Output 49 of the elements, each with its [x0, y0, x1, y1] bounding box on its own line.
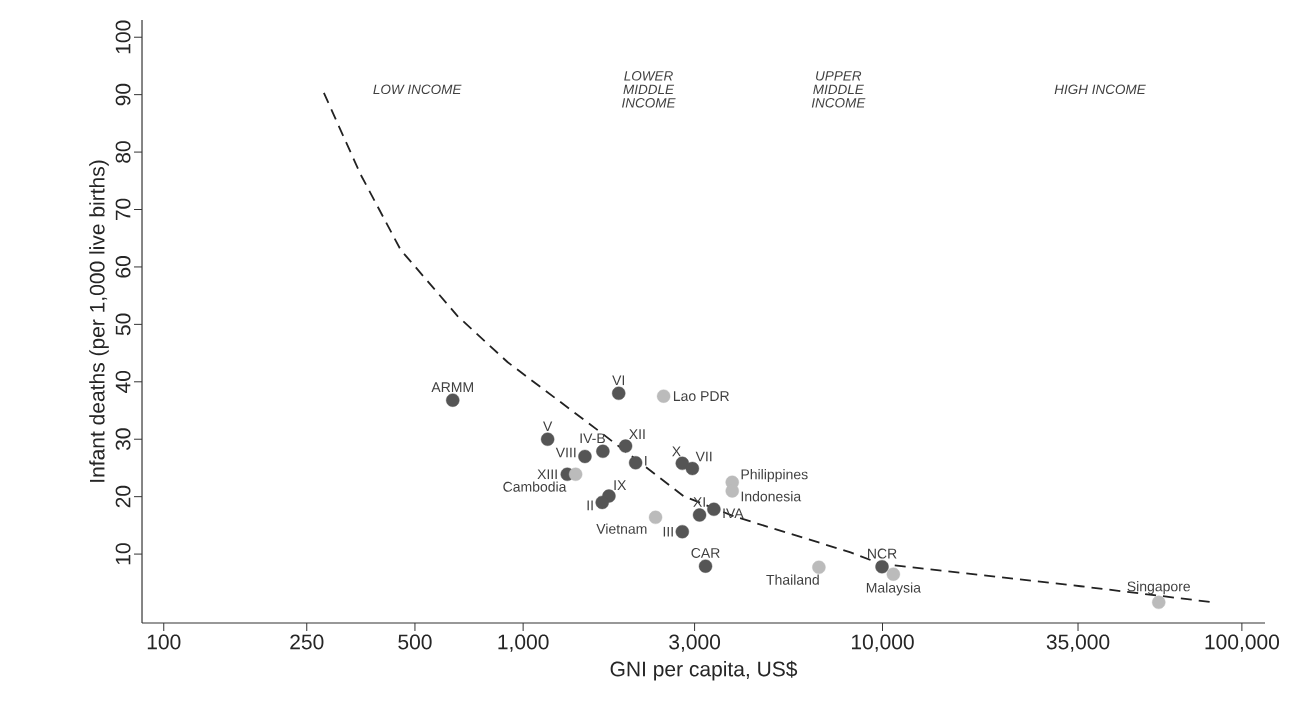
y-tick-label: 70 [115, 198, 131, 221]
annotation: Lao PDR [673, 391, 729, 402]
x-tick-label: 250 [290, 634, 324, 650]
annotation: Philippines [741, 469, 808, 483]
y-axis-title: Infant deaths (per 1,000 live births) [89, 160, 109, 482]
annotation: ARMM [431, 382, 473, 392]
annotation: III [663, 526, 673, 537]
y-tick-label: 90 [115, 83, 131, 106]
x-tick-label: 35,000 [1046, 634, 1110, 652]
y-tick-label: 10 [115, 543, 131, 565]
x-tick-label: 500 [398, 634, 432, 650]
annotation: IX [614, 480, 627, 490]
x-tick-label: 1,000 [498, 634, 549, 652]
y-tick-label: 50 [115, 313, 131, 336]
annotation: Vietnam [596, 523, 647, 534]
annotation: NCR [868, 548, 897, 559]
y-tick-label: 20 [115, 485, 131, 508]
annotation: VII [695, 451, 712, 462]
annotation: LOWER MIDDLE INCOME [622, 71, 676, 108]
x-tick-label: 100,000 [1205, 634, 1280, 652]
x-axis-title: GNI per capita, US$ [610, 660, 798, 681]
annotation: VIII [555, 447, 576, 458]
x-tick-label: 3,000 [669, 634, 721, 652]
x-tick-label: 100 [147, 634, 181, 650]
annotation: Singapore [1127, 581, 1191, 595]
y-tick-label: 100 [115, 20, 131, 54]
annotation: V [543, 421, 553, 432]
annotation: HIGH INCOME [1054, 84, 1146, 95]
annotation: CAR [691, 548, 720, 558]
annotation: X [672, 446, 681, 457]
annotation: II [587, 500, 593, 511]
annotation: I [645, 455, 647, 466]
annotation: XIII [537, 469, 557, 480]
annotation: Cambodia [503, 481, 567, 492]
annotation: LOW INCOME [373, 84, 462, 95]
annotation: IVA [723, 508, 744, 519]
y-tick-label: 30 [115, 428, 131, 451]
y-tick-label: 40 [115, 370, 131, 393]
y-tick-label: 60 [115, 256, 131, 278]
annotation: XI [693, 497, 705, 507]
annotation: UPPER MIDDLE INCOME [811, 71, 866, 108]
annotation: VI [612, 375, 625, 386]
annotation: Indonesia [741, 491, 802, 502]
annotation: IV-B [580, 433, 605, 444]
annotation: Malaysia [866, 582, 921, 596]
y-tick-label: 80 [115, 141, 131, 163]
x-tick-label: 10,000 [851, 634, 914, 652]
annotation: XII [629, 429, 645, 439]
annotation: Thailand [766, 574, 819, 585]
